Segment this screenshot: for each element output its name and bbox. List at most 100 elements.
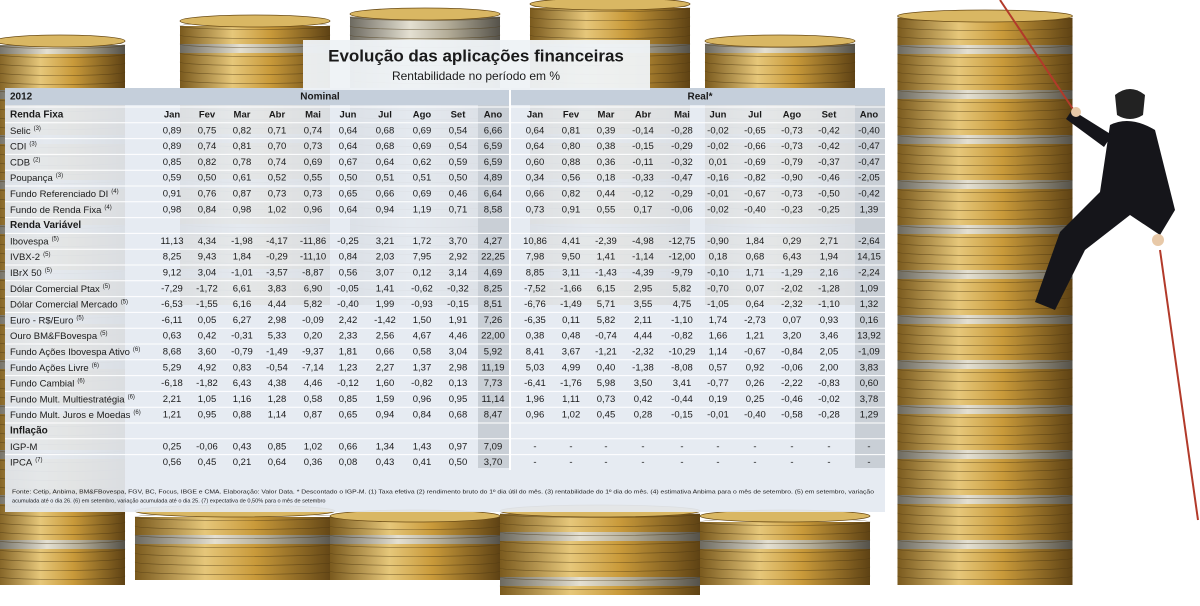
nominal-cell: 0,84 [198, 204, 217, 215]
nominal-cell: 1,59 [376, 394, 395, 405]
nominal-cell: 0,51 [413, 173, 432, 184]
footnote: acumulada até o dia 26. (6) em setembro,… [12, 498, 325, 504]
real-cell: 1,84 [746, 236, 765, 247]
column-header: Fev [199, 110, 216, 121]
real-cell: 2,16 [820, 268, 839, 279]
nominal-cell: -0,31 [231, 331, 253, 342]
coin [897, 90, 1073, 99]
real-cell: 0,34 [526, 173, 545, 184]
nominal-cell: 6,16 [233, 299, 252, 310]
real-cell: 5,71 [597, 299, 616, 310]
nominal-cell: 6,64 [484, 189, 503, 200]
real-cell: 0,07 [746, 283, 765, 294]
column-header: Fev [563, 110, 580, 121]
nominal-cell: 0,46 [449, 189, 468, 200]
real-cell: -0,40 [858, 125, 880, 136]
row-note: (5) [43, 252, 50, 258]
nominal-cell: 1,02 [268, 204, 287, 215]
real-cell: 0,82 [562, 189, 581, 200]
coin [0, 45, 125, 54]
nominal-cell: -3,57 [266, 268, 288, 279]
nominal-cell: -0,93 [411, 299, 433, 310]
coin [0, 567, 125, 576]
coin [700, 558, 870, 567]
nominal-cell: 0,45 [198, 457, 217, 468]
real-cell: 0,68 [746, 252, 765, 263]
coin [897, 378, 1073, 387]
nominal-cell: 0,13 [449, 378, 468, 389]
nominal-cell: 0,98 [163, 204, 182, 215]
nominal-cell: 0,64 [339, 141, 358, 152]
row-label: IVBX-2 (5) [10, 252, 50, 263]
coin [897, 225, 1073, 234]
nominal-cell: 0,98 [233, 204, 252, 215]
nominal-cell: 0,05 [198, 315, 217, 326]
nominal-cell: 0,69 [304, 157, 323, 168]
nominal-cell: 0,43 [376, 457, 395, 468]
nominal-cell: 9,12 [163, 268, 182, 279]
real-cell: - [569, 441, 572, 452]
coin [530, 8, 690, 17]
real-cell: 4,41 [562, 236, 581, 247]
coin [0, 72, 125, 81]
real-cell: 0,88 [562, 157, 581, 168]
nominal-cell: 0,84 [339, 252, 358, 263]
real-cell: 1,39 [860, 204, 879, 215]
coin [897, 405, 1073, 414]
coin [897, 324, 1073, 333]
nominal-cell: 3,60 [198, 347, 217, 358]
coin [897, 45, 1073, 54]
real-cell: 0,91 [562, 204, 581, 215]
real-cell: -0,69 [744, 157, 766, 168]
nominal-cell: 0,20 [304, 331, 323, 342]
coin [180, 35, 330, 44]
nominal-cell: -1,42 [374, 315, 396, 326]
coin [530, 17, 690, 26]
coin [0, 513, 125, 522]
coin [180, 62, 330, 71]
row-label: Dólar Comercial Ptax (5) [10, 283, 110, 294]
nominal-cell: -8,87 [302, 268, 324, 279]
real-cell: 0,73 [597, 394, 616, 405]
real-cell: -0,44 [671, 394, 693, 405]
real-cell: -0,02 [707, 125, 729, 136]
coin [897, 171, 1073, 180]
real-cell: 8,85 [526, 268, 545, 279]
row-note: (3) [34, 125, 41, 131]
real-cell: -0,42 [818, 125, 840, 136]
real-cell: 0,81 [562, 125, 581, 136]
coin [897, 522, 1073, 531]
coin [897, 135, 1073, 144]
coin [330, 562, 500, 571]
coin [0, 531, 125, 540]
real-cell: -4,98 [632, 236, 654, 247]
row-note: (5) [103, 283, 110, 289]
coin [0, 540, 125, 549]
row-label: Dólar Comercial Mercado (5) [10, 299, 128, 310]
coin-top [704, 34, 856, 48]
nominal-cell: -0,40 [337, 299, 359, 310]
coin [897, 18, 1073, 27]
real-cell: - [604, 457, 607, 468]
nominal-cell: 0,73 [268, 189, 287, 200]
nominal-cell: 0,89 [163, 141, 182, 152]
coin [897, 81, 1073, 90]
nominal-cell: 11,13 [160, 236, 183, 247]
real-cell: 3,50 [634, 378, 653, 389]
nominal-cell: 4,34 [198, 236, 217, 247]
nominal-cell: 0,56 [339, 268, 358, 279]
real-cell: - [680, 441, 683, 452]
real-cell: 2,05 [820, 347, 839, 358]
coin [330, 553, 500, 562]
real-cell: 8,41 [526, 347, 545, 358]
nominal-cell: 0,65 [339, 410, 358, 421]
nominal-cell: 4,44 [268, 299, 287, 310]
real-cell: -12,00 [669, 252, 696, 263]
coin [897, 540, 1073, 549]
nominal-cell: -0,12 [337, 378, 359, 389]
nominal-cell: 6,59 [484, 141, 503, 152]
column-header: Mar [234, 110, 251, 121]
nominal-cell: -0,29 [266, 252, 288, 263]
nominal-cell: 0,36 [304, 457, 323, 468]
real-cell: -9,79 [671, 268, 693, 279]
